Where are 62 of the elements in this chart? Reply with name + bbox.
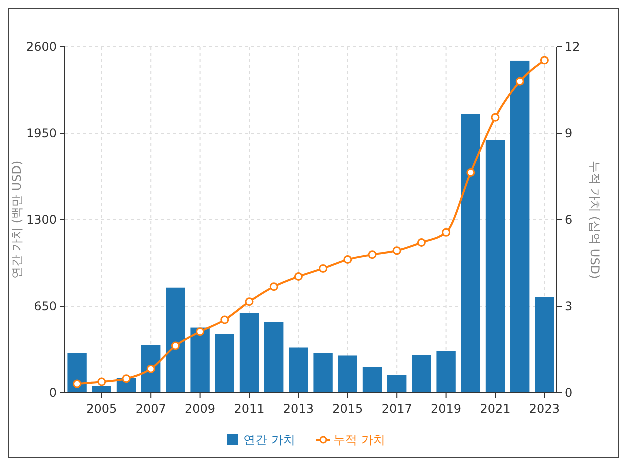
bar — [166, 288, 186, 393]
bar — [142, 345, 161, 393]
point — [466, 168, 476, 177]
x-tick-label: 2021 — [480, 402, 511, 416]
point — [417, 238, 426, 248]
bar — [436, 351, 456, 393]
bar — [215, 334, 234, 393]
x-tick-label: 2013 — [283, 402, 314, 416]
point — [270, 282, 278, 292]
point — [392, 246, 402, 256]
point — [516, 77, 524, 86]
point — [491, 113, 500, 122]
bar — [362, 367, 382, 393]
bar — [388, 375, 407, 393]
y2-tick-label: 12 — [565, 40, 580, 54]
point — [196, 328, 205, 336]
legend-label: 누적 가치 — [334, 433, 386, 448]
y-tick-label: 2600 — [26, 40, 57, 54]
point — [171, 342, 180, 350]
x-tick-label: 2009 — [185, 402, 216, 416]
bar — [264, 322, 284, 393]
point — [294, 272, 303, 282]
y2-axis-title: 누적 가치 (십억 USD) — [588, 160, 602, 280]
legend-label: 연간 가치 — [244, 433, 296, 448]
bar — [314, 353, 333, 393]
y-axis-title: 연간 가치 (백만 USD) — [10, 160, 24, 280]
y-tick-label: 0 — [49, 386, 57, 400]
bar — [190, 328, 210, 393]
point — [319, 264, 328, 273]
point — [220, 316, 230, 324]
point — [540, 56, 549, 65]
bar — [68, 353, 87, 393]
bar — [289, 348, 308, 393]
point — [245, 298, 254, 306]
y2-tick-label: 9 — [565, 126, 573, 141]
point — [73, 380, 82, 388]
y-tick-label: 650 — [34, 300, 57, 314]
x-tick-label: 2007 — [136, 402, 166, 416]
y2-tick-label: 6 — [565, 213, 573, 228]
point — [442, 228, 451, 237]
point — [344, 256, 352, 264]
x-tick-label: 2017 — [382, 402, 412, 416]
bar — [338, 356, 358, 393]
bar — [486, 140, 506, 393]
x-tick-label: 2011 — [234, 402, 265, 416]
point — [122, 374, 131, 384]
y2-tick-label: 3 — [565, 300, 573, 314]
x-tick-label: 2015 — [332, 402, 364, 416]
y-tick-label: 1950 — [26, 126, 57, 141]
point — [146, 364, 156, 374]
point — [368, 250, 377, 260]
x-tick-label: 2023 — [529, 402, 560, 416]
bar — [535, 297, 554, 393]
point — [98, 378, 106, 386]
y-tick-label: 1300 — [26, 213, 57, 228]
y2-tick-label: 0 — [565, 386, 573, 400]
bar — [461, 114, 480, 393]
x-tick-label: 2019 — [431, 402, 462, 416]
x-tick-label: 2005 — [86, 402, 118, 416]
bar — [412, 355, 432, 393]
bar — [240, 313, 260, 393]
bar — [510, 60, 530, 393]
